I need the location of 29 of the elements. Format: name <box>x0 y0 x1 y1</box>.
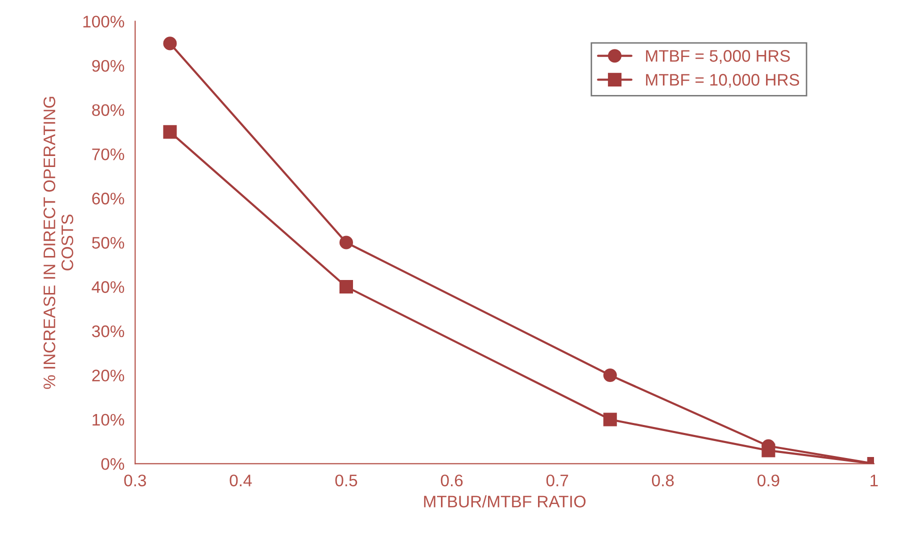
legend-label: MTBF = 10,000 HRS <box>646 74 800 88</box>
y-tick-label: 10% <box>92 414 124 426</box>
point <box>163 125 177 139</box>
y-axis-title: % INCREASE IN DIRECT OPERATING COSTS <box>44 96 74 389</box>
y-tick-label: 70% <box>92 148 124 160</box>
point <box>163 36 177 50</box>
point <box>603 412 617 426</box>
y-tick-label: 20% <box>92 370 124 382</box>
y-tick-label: 30% <box>92 325 124 338</box>
x-tick-label: 0.8 <box>652 474 674 486</box>
legend-label: MTBF = 5,000 HRS <box>646 50 790 64</box>
x-tick-label: 0.6 <box>440 474 463 486</box>
y-tick-label: 50% <box>92 236 124 249</box>
x-tick-label: 0.9 <box>757 474 780 486</box>
point <box>339 236 354 250</box>
point <box>339 280 354 294</box>
x-axis-title: MTBUR/MTBF RATIO <box>424 495 586 508</box>
x-tick-label: 1 <box>870 474 878 486</box>
y-tick-label: 0% <box>101 458 124 470</box>
point <box>603 368 617 382</box>
y-tick-label: 90% <box>92 60 124 72</box>
y-tick-label: 60% <box>92 192 124 204</box>
y-tick-label: 100% <box>83 16 124 28</box>
y-tick-label: 80% <box>92 104 124 116</box>
x-tick-label: 0.4 <box>230 474 252 486</box>
y-tick-label: 40% <box>92 281 124 293</box>
x-tick-label: 0.5 <box>335 474 358 486</box>
x-tick-label: 0.7 <box>546 474 568 486</box>
x-tick-label: 0.3 <box>124 474 146 486</box>
